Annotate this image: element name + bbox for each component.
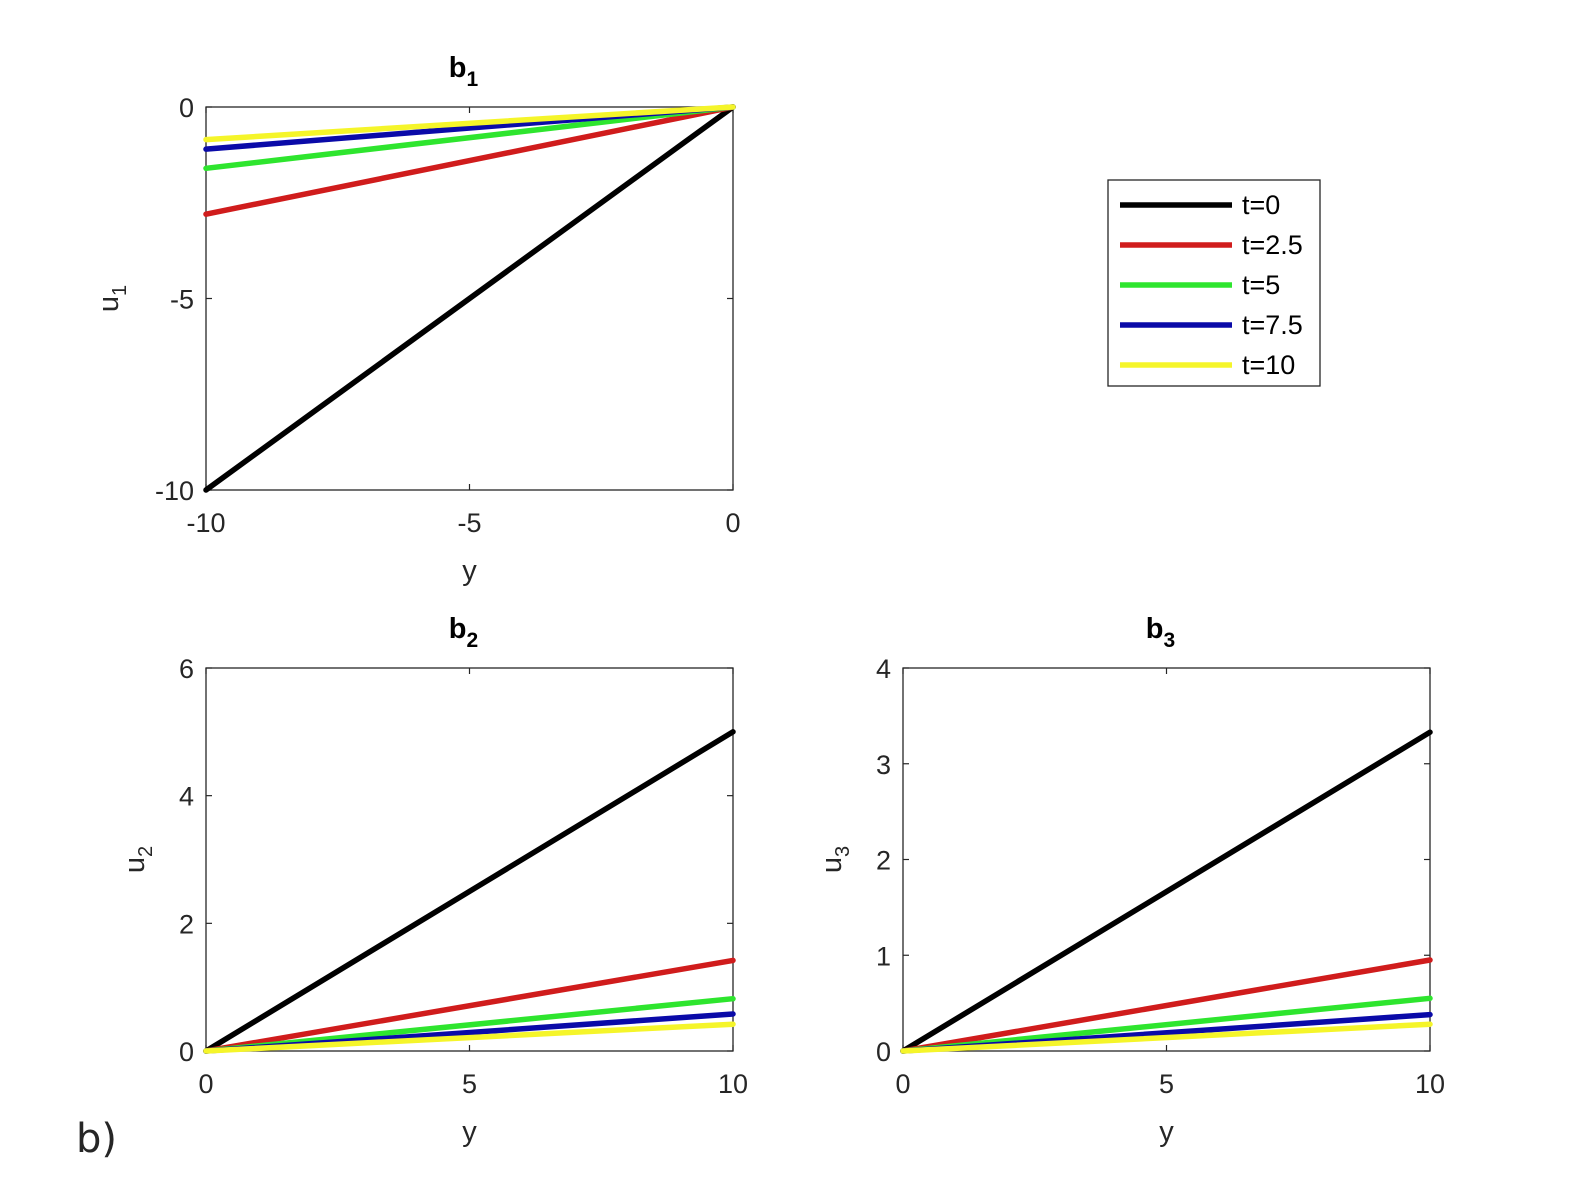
y-tick-label: 2 [179,909,194,939]
x-tick-label: 10 [718,1069,748,1099]
chart-title: b3 [1146,613,1175,652]
legend-label: t=10 [1242,350,1295,380]
series-line-t-0 [203,104,736,493]
series-line-t-0 [900,729,1433,1054]
x-tick-label: 0 [198,1069,213,1099]
series-line-t-2-5 [203,957,736,1054]
chart-b2: 0 5 10 0 2 4 6 b2 y u2 [119,613,748,1148]
x-axis-label: y [1159,1116,1174,1148]
y-tick-label: -5 [170,285,194,315]
y-axis-label: u2 [119,846,157,873]
legend-label: t=2.5 [1242,230,1303,260]
y-tick-label: 0 [179,1037,194,1067]
series-line-t-10 [203,1021,736,1054]
y-tick-label: 6 [179,654,194,684]
legend: t=0 t=2.5 t=5 t=7.5 t=10 [1107,179,1321,387]
series-line-t-10 [203,104,736,143]
y-axis-label: u1 [93,285,131,312]
chart-title: b1 [449,52,479,91]
y-tick-label: 4 [876,654,891,684]
plot-area [205,667,734,1052]
legend-label: t=0 [1242,190,1280,220]
legend-label: t=7.5 [1242,310,1303,340]
series-line-t-2-5 [203,104,736,217]
y-tick-label: -10 [155,476,194,506]
x-tick-label: 10 [1415,1069,1445,1099]
plot-area [902,667,1431,1052]
y-tick-label: 1 [876,941,891,971]
legend-label: t=5 [1242,270,1280,300]
x-tick-label: 5 [1159,1069,1174,1099]
x-axis-label: y [462,555,477,587]
chart-title: b2 [449,613,478,652]
x-tick-label: 0 [895,1069,910,1099]
panel-label: b) [76,1116,117,1162]
x-tick-label: 5 [462,1069,477,1099]
y-tick-label: 0 [876,1037,891,1067]
series-line-t-10 [900,1021,1433,1054]
y-tick-label: 4 [179,782,194,812]
x-tick-label: -10 [186,508,225,538]
x-tick-label: -5 [457,508,481,538]
series-line-t-5 [203,104,736,172]
chart-b3: 0 5 10 0 1 2 3 4 b3 y u3 [816,613,1445,1148]
series-line-t-2-5 [900,957,1433,1054]
series-line-t-0 [203,729,736,1054]
y-tick-label: 3 [876,750,891,780]
x-tick-label: 0 [725,508,740,538]
chart-b1: -10 -5 0 -10 -5 0 b1 y u1 [93,52,741,587]
y-tick-label: 0 [179,93,194,123]
y-axis-label: u3 [816,846,854,873]
x-axis-label: y [462,1116,477,1148]
y-tick-label: 2 [876,846,891,876]
